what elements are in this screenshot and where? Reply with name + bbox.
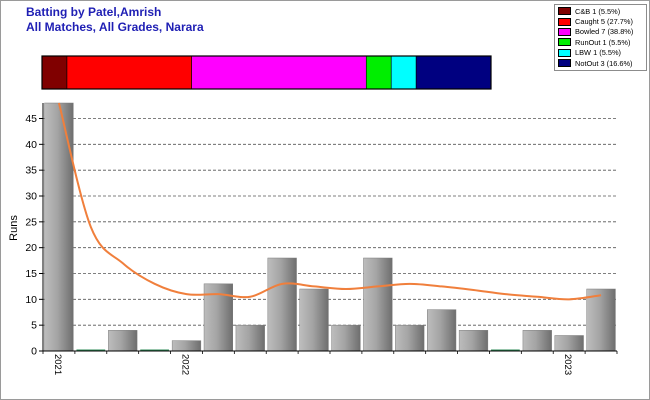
- y-tick-label: 15: [25, 268, 37, 280]
- breakdown-outline: [41, 55, 492, 90]
- legend-item: LBW 1 (5.5%): [555, 48, 646, 58]
- legend-label: RunOut 1 (5.5%): [575, 37, 631, 47]
- legend-item: Bowled 7 (38.8%): [555, 27, 646, 37]
- bar: [554, 335, 584, 352]
- chart-title: Batting by Patel,Amrish: [26, 5, 162, 19]
- legend-item: C&B 1 (5.5%): [555, 6, 646, 16]
- y-tick-label: 30: [25, 191, 37, 203]
- legend-label: Bowled 7 (38.8%): [575, 27, 634, 37]
- bar: [363, 257, 393, 352]
- y-axis-label: Runs: [8, 215, 20, 241]
- bar: [108, 330, 138, 352]
- bar: [586, 288, 616, 352]
- bar: [235, 324, 265, 352]
- x-tick-label: 2023: [562, 354, 573, 375]
- legend-label: C&B 1 (5.5%): [575, 6, 621, 16]
- legend-swatch: [558, 27, 571, 36]
- breakdown-segment-runout: [365, 55, 392, 90]
- legend-swatch: [558, 38, 571, 47]
- legend-label: NotOut 3 (16.6%): [575, 58, 633, 68]
- y-tick-label: 25: [25, 216, 37, 228]
- y-tick-label: 20: [25, 242, 37, 254]
- breakdown-segment-lbw: [390, 55, 417, 90]
- axes: 0 5 10 15 20 25 30 35 40 45 2021 2022 2023: [25, 103, 618, 375]
- chart-subtitle: All Matches, All Grades, Narara: [26, 20, 204, 34]
- legend: C&B 1 (5.5%) Caught 5 (27.7%) Bowled 7 (38…: [554, 4, 647, 72]
- bar: [522, 330, 552, 352]
- y-tick-label: 0: [31, 346, 37, 358]
- breakdown-segment-notout: [415, 55, 492, 90]
- bar-zero: [491, 349, 520, 351]
- bar: [395, 324, 425, 352]
- y-tick-label: 40: [25, 139, 37, 151]
- legend-item: Caught 5 (27.7%): [555, 16, 646, 26]
- bar: [267, 257, 297, 352]
- x-tick-label: 2021: [52, 354, 63, 375]
- legend-item: NotOut 3 (16.6%): [555, 58, 646, 68]
- bar: [299, 288, 329, 352]
- legend-item: RunOut 1 (5.5%): [555, 37, 646, 47]
- bar: [171, 340, 202, 352]
- bar: [427, 309, 457, 352]
- legend-swatch: [558, 7, 571, 16]
- grid-lines: [43, 118, 617, 326]
- bar: [44, 102, 74, 352]
- y-tick-label: 10: [25, 294, 37, 306]
- y-tick-label: 45: [25, 113, 37, 125]
- breakdown-segment-cb: [41, 55, 68, 90]
- bar: [458, 330, 489, 352]
- bar-zero: [76, 349, 106, 351]
- trend-line: [57, 102, 602, 301]
- legend-swatch: [558, 48, 571, 57]
- legend-swatch: [558, 59, 571, 68]
- y-tick-label: 35: [25, 165, 37, 177]
- dismissal-breakdown-bar: [41, 55, 492, 90]
- legend-swatch: [558, 17, 571, 26]
- bars: [44, 102, 616, 352]
- breakdown-segment-caught: [66, 55, 192, 90]
- legend-label: Caught 5 (27.7%): [575, 17, 633, 27]
- breakdown-segment-bowled: [191, 55, 367, 90]
- trend-line-path: [57, 102, 602, 301]
- bar: [331, 324, 361, 352]
- x-tick-label: 2022: [180, 354, 191, 375]
- bar-zero: [140, 349, 169, 351]
- legend-label: LBW 1 (5.5%): [575, 48, 622, 58]
- y-tick-label: 5: [31, 320, 37, 332]
